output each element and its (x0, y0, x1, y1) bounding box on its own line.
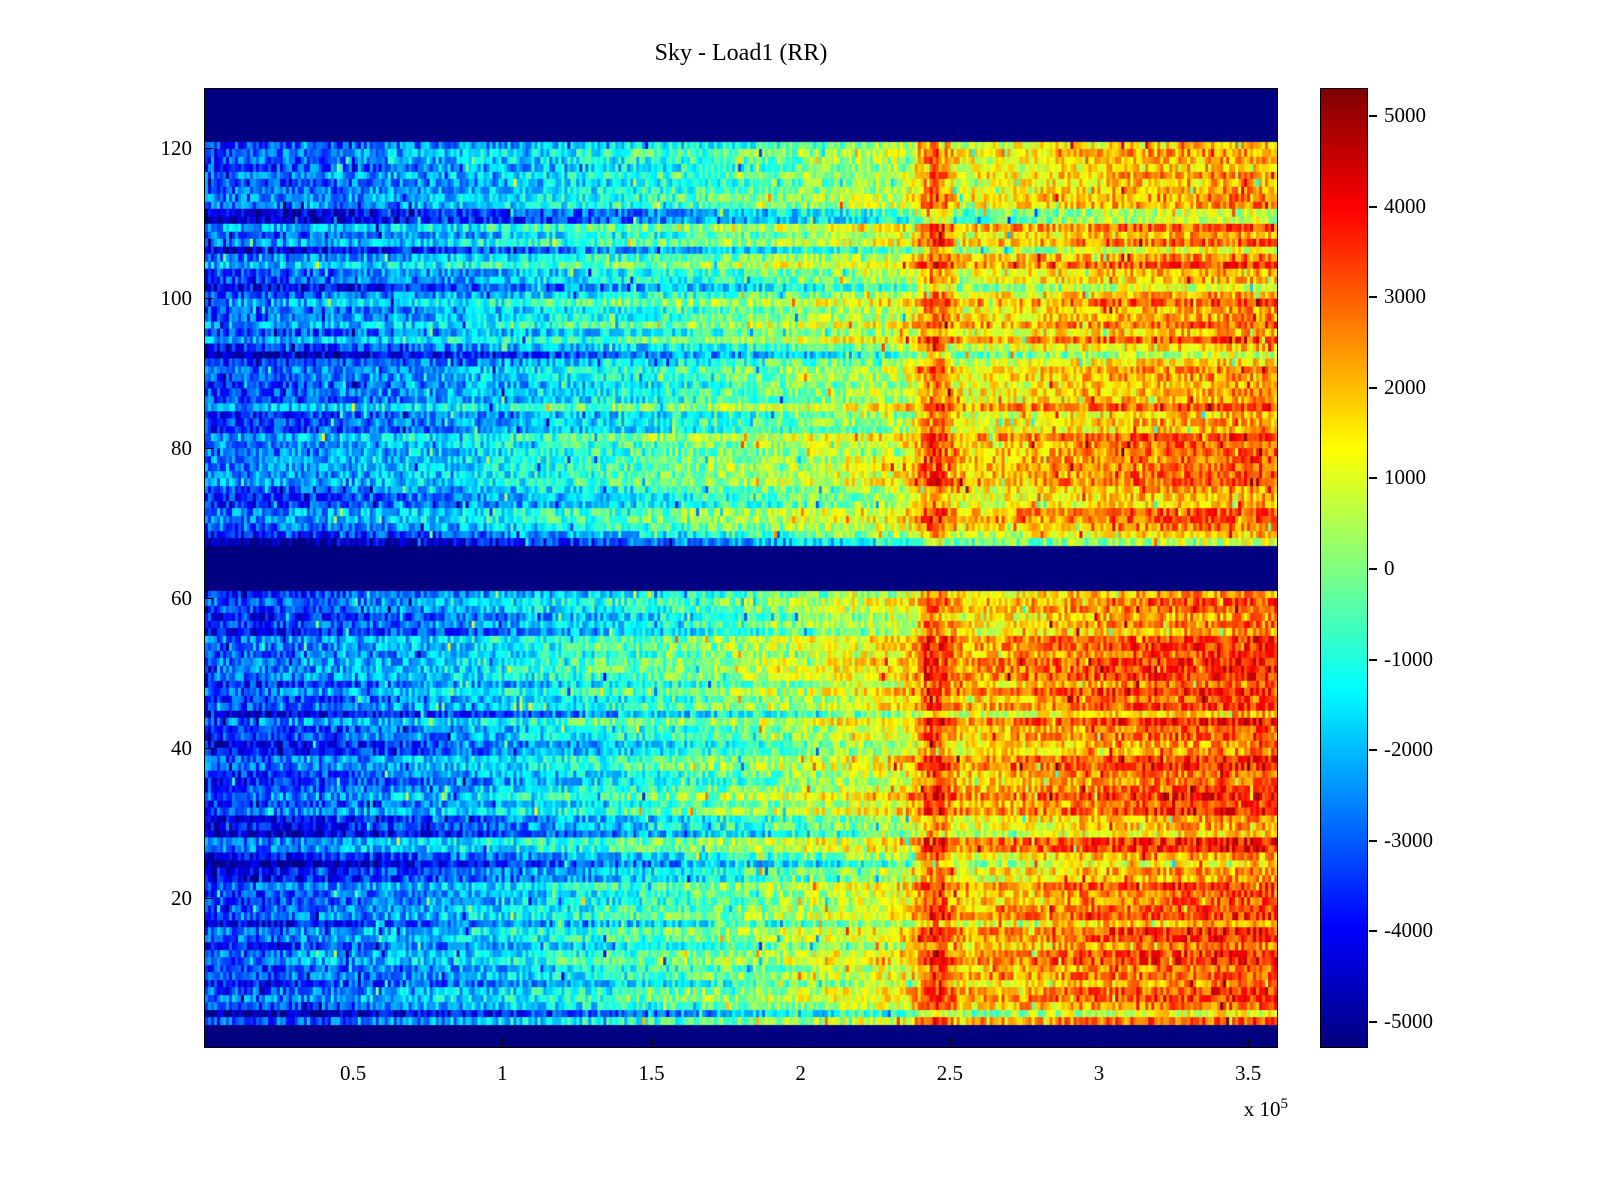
y-tick-mark (204, 448, 213, 449)
colorbar-tick-mark (1369, 206, 1377, 208)
colorbar-tick-label: -3000 (1384, 827, 1433, 852)
colorbar-tick-label: 1000 (1384, 465, 1426, 490)
x-tick-label: 2.5 (936, 1061, 963, 1085)
colorbar-tick-label: -4000 (1384, 918, 1433, 943)
x-axis-multiplier: x 105 (1168, 1096, 1288, 1122)
heatmap-canvas (204, 88, 1278, 1048)
colorbar-tick-mark (1369, 840, 1377, 842)
colorbar-tick-label: -2000 (1384, 737, 1433, 762)
colorbar-tick-label: -1000 (1384, 646, 1433, 671)
colorbar-tick-label: 4000 (1384, 193, 1426, 218)
colorbar-tick-label: 2000 (1384, 374, 1426, 399)
colorbar-tick-mark (1369, 1021, 1377, 1023)
x-tick-mark (1248, 1038, 1249, 1047)
y-tick-label: 40 (171, 736, 192, 760)
colorbar-canvas (1320, 88, 1368, 1048)
colorbar-tick-mark (1369, 568, 1377, 570)
x-tick-mark (950, 1038, 951, 1047)
x-tick-label: 2 (795, 1061, 806, 1085)
colorbar-tick-mark (1369, 387, 1377, 389)
colorbar-tick-label: 3000 (1384, 284, 1426, 309)
y-tick-label: 60 (171, 586, 192, 610)
colorbar-tick-mark (1369, 115, 1377, 117)
y-tick-label: 100 (160, 286, 193, 310)
y-tick-mark (204, 898, 213, 899)
x-axis-multiplier-prefix: x 10 (1243, 1097, 1281, 1121)
y-tick-mark (204, 598, 213, 599)
x-tick-label: 0.5 (340, 1061, 367, 1085)
x-tick-mark (502, 1038, 503, 1047)
y-tick-label: 120 (160, 136, 193, 160)
colorbar-tick-label: -5000 (1384, 1008, 1433, 1033)
x-axis-multiplier-exponent: 5 (1280, 1096, 1289, 1112)
y-tick-label: 80 (171, 436, 192, 460)
chart-title: Sky - Load1 (RR) (654, 40, 828, 66)
x-tick-mark (353, 1038, 354, 1047)
x-tick-mark (801, 1038, 802, 1047)
y-tick-mark (204, 298, 213, 299)
x-tick-mark (652, 1038, 653, 1047)
x-tick-label: 1 (497, 1061, 508, 1085)
colorbar-tick-mark (1369, 930, 1377, 932)
y-tick-mark (204, 748, 213, 749)
x-tick-mark (1099, 1038, 1100, 1047)
x-tick-label: 3 (1093, 1061, 1105, 1085)
colorbar-tick-label: 0 (1384, 556, 1395, 580)
x-tick-label: 1.5 (638, 1061, 665, 1085)
colorbar-tick-mark (1369, 296, 1377, 298)
colorbar-tick-mark (1369, 477, 1377, 479)
colorbar-tick-label: 5000 (1384, 103, 1426, 128)
x-tick-label: 3.5 (1235, 1061, 1262, 1085)
colorbar-tick-mark (1369, 659, 1377, 661)
y-tick-mark (204, 148, 213, 149)
colorbar-tick-mark (1369, 749, 1377, 751)
y-tick-label: 20 (171, 886, 192, 910)
